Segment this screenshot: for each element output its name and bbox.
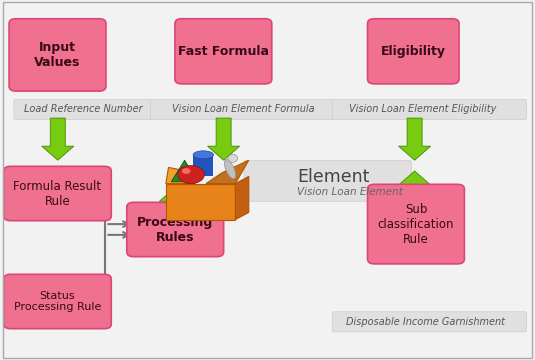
Ellipse shape <box>228 154 238 162</box>
Text: Fast Formula: Fast Formula <box>178 45 269 58</box>
FancyBboxPatch shape <box>14 99 152 120</box>
Polygon shape <box>399 118 431 160</box>
Polygon shape <box>166 184 235 220</box>
Polygon shape <box>399 171 431 189</box>
Polygon shape <box>206 160 249 184</box>
Polygon shape <box>159 187 192 207</box>
Polygon shape <box>235 176 249 220</box>
Text: Element: Element <box>297 168 369 186</box>
Text: Load Reference Number: Load Reference Number <box>24 104 142 114</box>
Text: Formula Result
Rule: Formula Result Rule <box>13 180 102 207</box>
Ellipse shape <box>224 159 236 179</box>
FancyBboxPatch shape <box>127 202 224 257</box>
Text: Processing
Rules: Processing Rules <box>137 216 213 243</box>
FancyBboxPatch shape <box>175 19 272 84</box>
Text: Vision Loan Element Eligibility: Vision Loan Element Eligibility <box>349 104 496 114</box>
Circle shape <box>178 166 204 184</box>
Text: Vision Loan Element: Vision Loan Element <box>297 186 403 197</box>
FancyBboxPatch shape <box>9 19 106 91</box>
FancyBboxPatch shape <box>193 155 213 176</box>
FancyBboxPatch shape <box>244 161 411 201</box>
Text: Input
Values: Input Values <box>34 41 81 69</box>
Text: Disposable Income Garnishment: Disposable Income Garnishment <box>346 317 505 327</box>
FancyBboxPatch shape <box>368 184 464 264</box>
Text: Sub
classification
Rule: Sub classification Rule <box>378 203 454 246</box>
Polygon shape <box>166 167 195 184</box>
FancyBboxPatch shape <box>4 166 111 221</box>
FancyBboxPatch shape <box>332 99 526 120</box>
Text: Eligibility: Eligibility <box>381 45 446 58</box>
Polygon shape <box>42 118 74 160</box>
FancyBboxPatch shape <box>150 99 334 120</box>
Polygon shape <box>208 118 240 160</box>
Ellipse shape <box>193 151 213 159</box>
FancyBboxPatch shape <box>4 274 111 329</box>
FancyBboxPatch shape <box>332 312 526 332</box>
Text: Status
Processing Rule: Status Processing Rule <box>14 291 101 312</box>
Circle shape <box>182 168 190 174</box>
FancyBboxPatch shape <box>368 19 459 84</box>
Text: Vision Loan Element Formula: Vision Loan Element Formula <box>172 104 315 114</box>
Polygon shape <box>171 160 198 182</box>
